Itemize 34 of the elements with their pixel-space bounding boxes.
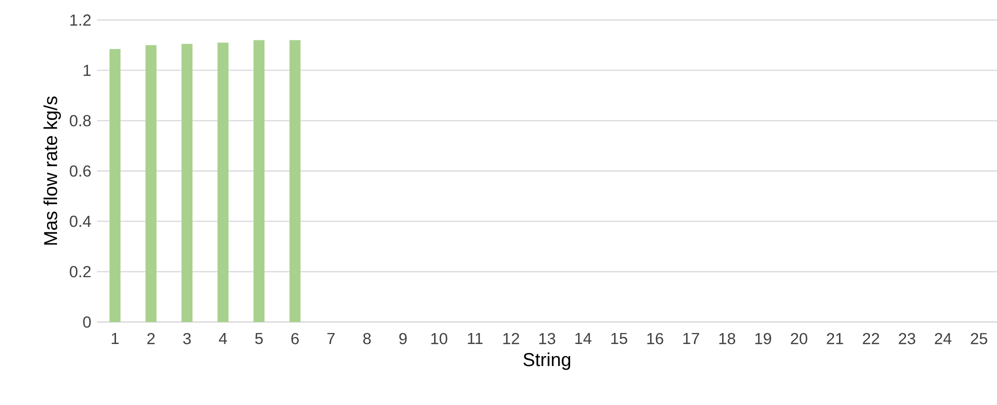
x-tick-label: 14: [575, 332, 592, 344]
x-tick-label: 23: [898, 332, 916, 344]
x-tick-label: 2: [147, 332, 155, 344]
x-tick-label: 25: [970, 332, 988, 344]
x-tick-label: 15: [611, 332, 628, 344]
x-tick-label: 7: [327, 332, 335, 344]
x-tick-label: 21: [826, 332, 844, 344]
x-tick-label: 18: [719, 332, 736, 344]
x-tick-label: 4: [218, 332, 227, 344]
x-tick-label: 9: [399, 332, 407, 344]
y-tick-label: 0.2: [70, 266, 91, 278]
x-tick-label: 10: [431, 332, 448, 344]
y-tick-label: 0: [83, 316, 91, 328]
x-tick-label: 5: [255, 332, 263, 344]
y-tick-label: 0.4: [70, 216, 91, 227]
x-tick-label: 1: [112, 332, 119, 344]
x-tick-label: 13: [539, 332, 556, 344]
x-tick-label: 19: [755, 332, 772, 344]
y-axis-title: Mas flow rate kg/s: [43, 96, 61, 245]
y-tick-label: 0.8: [70, 115, 91, 126]
x-tick-label: 11: [468, 332, 483, 344]
x-tick-label: 8: [363, 332, 371, 344]
x-tick-label: 17: [683, 332, 700, 344]
y-tick-label: 1: [84, 64, 91, 76]
y-tick-label: 0.6: [70, 165, 91, 177]
x-tick-label: 24: [934, 332, 952, 344]
x-tick-label: 6: [291, 332, 299, 344]
x-tick-label: 22: [862, 332, 880, 344]
y-tick-label: 1.2: [70, 14, 91, 26]
x-tick-label: 16: [647, 332, 664, 344]
x-tick-label: 3: [183, 332, 191, 344]
x-tick-label: 12: [503, 332, 520, 344]
x-tick-label: 20: [790, 332, 808, 344]
x-axis-title: String: [523, 352, 570, 370]
